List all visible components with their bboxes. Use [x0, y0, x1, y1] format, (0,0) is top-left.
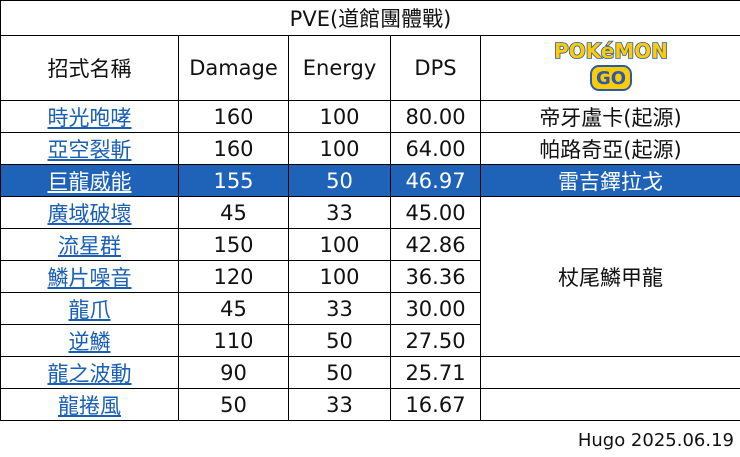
move-cell: 巨龍威能 [0, 164, 179, 197]
value-cell: 46.97 [390, 164, 481, 197]
table-row: 鱗片噪音 120 100 36.36 [0, 260, 740, 293]
move-link[interactable]: 逆鱗 [68, 329, 111, 354]
value-cell: 100 [288, 260, 391, 293]
value-cell: 90 [178, 356, 289, 389]
table-row: 廣域破壞 45 33 45.00 杖尾鱗甲龍 [0, 196, 740, 357]
value-cell: 50 [288, 164, 391, 197]
move-link[interactable]: 巨龍威能 [47, 169, 132, 194]
empty-cell [479, 356, 740, 389]
value-cell: 100 [288, 228, 391, 261]
value-cell: 64.00 [390, 132, 481, 165]
header-cell: Energy [288, 35, 391, 101]
value-cell: 110 [178, 324, 289, 357]
value-cell: 36.36 [390, 260, 481, 293]
logo-cell: POKéMON GO [479, 35, 740, 101]
value-cell: 120 [178, 260, 289, 293]
move-link[interactable]: 時光咆哮 [47, 105, 132, 130]
value-cell: 45.00 [390, 196, 481, 229]
table-row: 龍爪 45 33 30.00 [0, 292, 740, 325]
move-link[interactable]: 龍之波動 [47, 361, 132, 386]
move-cell: 流星群 [0, 228, 179, 261]
header-cell: Damage [178, 35, 289, 101]
value-cell: 33 [288, 388, 391, 421]
empty-cell [479, 388, 740, 421]
table-row: 時光咆哮 160 100 80.00 帝牙盧卡(起源) [0, 100, 740, 133]
move-link[interactable]: 廣域破壞 [47, 201, 132, 226]
value-cell: 42.86 [390, 228, 481, 261]
value-cell: 45 [178, 292, 289, 325]
table-row: 巨龍威能 155 50 46.97 雷吉鐸拉戈 [0, 164, 740, 197]
value-cell: 50 [288, 324, 391, 357]
value-cell: 155 [178, 164, 289, 197]
move-cell: 龍之波動 [0, 356, 179, 389]
move-cell: 亞空裂斬 [0, 132, 179, 165]
move-cell: 時光咆哮 [0, 100, 179, 133]
header-cell: DPS [390, 35, 481, 101]
value-cell: 30.00 [390, 292, 481, 325]
moves-table: PVE(道館團體戰) 招式名稱 Damage Energy DPS POKéMO… [0, 0, 740, 421]
move-cell: 龍爪 [0, 292, 179, 325]
table-row: 亞空裂斬 160 100 64.00 帕路奇亞(起源) [0, 132, 740, 165]
move-cell: 廣域破壞 [0, 196, 179, 229]
value-cell: 45 [178, 196, 289, 229]
move-link[interactable]: 鱗片噪音 [47, 265, 132, 290]
logo-go: GO [595, 68, 625, 89]
move-link[interactable]: 龍爪 [68, 297, 111, 322]
move-link[interactable]: 龍捲風 [58, 393, 121, 418]
pokemon-cell: 雷吉鐸拉戈 [479, 164, 740, 197]
value-cell: 100 [288, 100, 391, 133]
logo: POKéMON GO [553, 38, 668, 91]
pokemon-cell: 杖尾鱗甲龍 [479, 196, 740, 357]
move-link[interactable]: 流星群 [58, 233, 121, 258]
move-cell: 逆鱗 [0, 324, 179, 357]
value-cell: 80.00 [390, 100, 481, 133]
logo-badge [589, 64, 632, 91]
value-cell: 160 [178, 132, 289, 165]
move-link[interactable]: 亞空裂斬 [47, 137, 132, 162]
table-row: 龍之波動 90 50 25.71 [0, 356, 740, 389]
pokemon-cell: 帕路奇亞(起源) [479, 132, 740, 165]
pokemon-cell: 帝牙盧卡(起源) [479, 100, 740, 133]
table-title: PVE(道館團體戰) [0, 0, 740, 36]
move-cell: 龍捲風 [0, 388, 179, 421]
value-cell: 33 [288, 196, 391, 229]
move-cell: 鱗片噪音 [0, 260, 179, 293]
header-cell: 招式名稱 [0, 35, 179, 101]
value-cell: 100 [288, 132, 391, 165]
value-cell: 16.67 [390, 388, 481, 421]
value-cell: 150 [178, 228, 289, 261]
value-cell: 27.50 [390, 324, 481, 357]
footer: Hugo 2025.06.19 [577, 430, 734, 451]
value-cell: 50 [288, 356, 391, 389]
value-cell: 25.71 [390, 356, 481, 389]
value-cell: 33 [288, 292, 391, 325]
logo-word: POKéMON [554, 39, 668, 63]
value-cell: 50 [178, 388, 289, 421]
value-cell: 160 [178, 100, 289, 133]
table-row: 逆鱗 110 50 27.50 [0, 324, 740, 357]
table-row: 龍捲風 50 33 16.67 [0, 388, 740, 421]
